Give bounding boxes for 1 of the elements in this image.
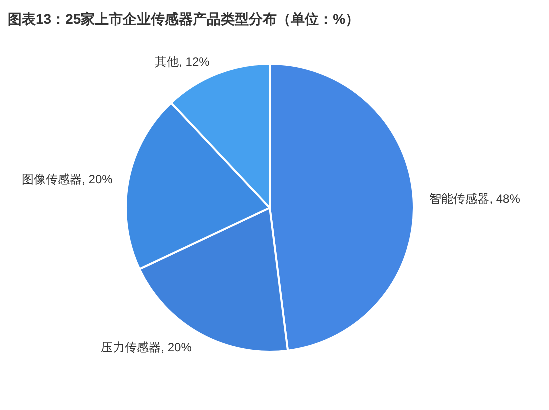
title: 图表13：25家上市企业传感器产品类型分布（单位：%） — [8, 11, 360, 27]
